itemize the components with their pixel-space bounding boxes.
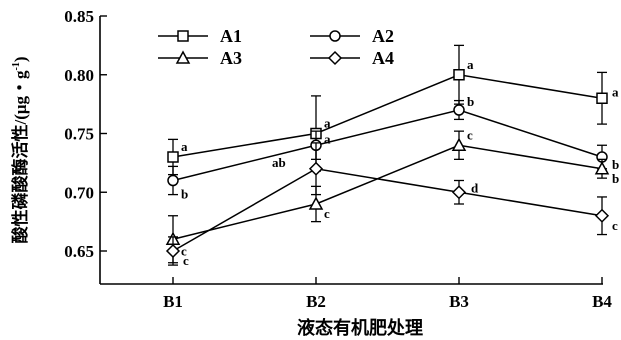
significance-label: d xyxy=(471,180,479,195)
y-tick-label: 0.70 xyxy=(64,183,94,202)
significance-label: a xyxy=(324,116,331,131)
legend-entry-A1: A1 xyxy=(158,26,242,46)
axes: 0.65 0.70 0.75 0.80 0.85 B1 B2 B3 B4 xyxy=(64,7,612,311)
legend: A1 A2 A3 A4 xyxy=(158,26,394,68)
data-point xyxy=(167,151,179,163)
legend-label: A4 xyxy=(372,48,394,68)
y-axis-label: 酸性磷酸酶活性/(μg・g-1) xyxy=(10,56,30,243)
x-tick-label: B3 xyxy=(449,292,469,311)
svg-text:酸性磷酸酶活性/(μg・g-1): 酸性磷酸酶活性/(μg・g-1) xyxy=(10,56,30,243)
significance-label: c xyxy=(183,253,189,268)
y-tick-label: 0.75 xyxy=(64,125,94,144)
legend-label: A3 xyxy=(220,48,242,68)
significance-label: c xyxy=(612,218,618,233)
legend-marker xyxy=(329,30,341,42)
data-point xyxy=(451,137,467,151)
y-tick-label: 0.65 xyxy=(64,242,94,261)
legend-entry-A4: A4 xyxy=(310,48,394,68)
series-line xyxy=(172,73,603,158)
data-point xyxy=(165,243,181,259)
significance-label: c xyxy=(181,243,187,258)
y-axis-label-close: ) xyxy=(11,56,30,62)
data-point xyxy=(453,104,465,116)
series-line xyxy=(172,144,603,240)
legend-entry-A3: A3 xyxy=(158,48,242,68)
x-tick-label: B4 xyxy=(592,292,612,311)
data-point xyxy=(451,185,467,200)
series-line xyxy=(172,109,603,182)
data-point xyxy=(594,208,610,223)
significance-label: b xyxy=(612,171,619,186)
significance-label: c xyxy=(324,206,330,221)
series-A3: c c c b xyxy=(165,127,619,264)
significance-label: b xyxy=(467,94,474,109)
series-line xyxy=(172,167,603,252)
x-tick-label: B1 xyxy=(163,292,183,311)
significance-label: ab xyxy=(272,155,286,170)
data-point xyxy=(308,161,324,176)
x-tick-label: B2 xyxy=(306,292,326,311)
legend-marker xyxy=(175,50,191,64)
data-point xyxy=(167,174,179,187)
significance-label: a xyxy=(467,57,474,72)
y-tick-label: 0.80 xyxy=(64,66,94,85)
significance-label: b xyxy=(181,187,188,202)
legend-label: A2 xyxy=(372,26,394,46)
significance-label: c xyxy=(467,127,473,142)
significance-label: a xyxy=(324,131,331,146)
significance-label: b xyxy=(612,157,619,172)
data-point xyxy=(308,196,324,210)
legend-marker xyxy=(327,50,343,66)
significance-label: a xyxy=(612,84,619,99)
data-point xyxy=(594,161,610,175)
data-point xyxy=(596,92,608,104)
legend-label: A1 xyxy=(220,26,242,46)
legend-entry-A2: A2 xyxy=(310,26,394,46)
y-axis-label-main: 酸性磷酸酶活性/(μg・g xyxy=(10,70,30,244)
data-point xyxy=(453,69,465,81)
legend-marker xyxy=(177,30,189,42)
significance-label: a xyxy=(181,139,188,154)
y-tick-label: 0.85 xyxy=(64,7,94,26)
y-axis-label-sup: -1 xyxy=(11,62,22,70)
x-axis-label: 液态有机肥处理 xyxy=(297,317,423,338)
